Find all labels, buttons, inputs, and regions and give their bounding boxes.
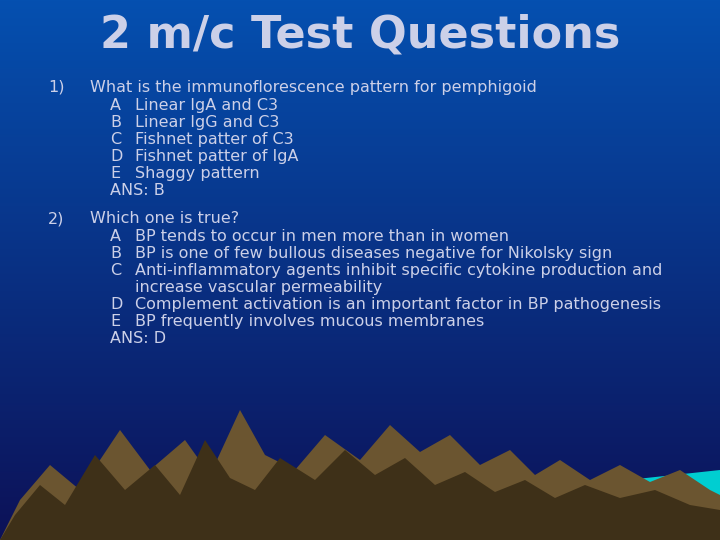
Text: A: A xyxy=(110,98,121,113)
Text: ANS: B: ANS: B xyxy=(110,183,165,198)
Text: Fishnet patter of IgA: Fishnet patter of IgA xyxy=(135,149,299,164)
Text: ANS: D: ANS: D xyxy=(110,331,166,346)
Text: Complement activation is an important factor in BP pathogenesis: Complement activation is an important fa… xyxy=(135,297,661,312)
Text: B: B xyxy=(110,115,121,130)
Polygon shape xyxy=(0,440,720,540)
Text: Fishnet patter of C3: Fishnet patter of C3 xyxy=(135,132,294,147)
Text: BP is one of few bullous diseases negative for Nikolsky sign: BP is one of few bullous diseases negati… xyxy=(135,246,612,261)
Text: Shaggy pattern: Shaggy pattern xyxy=(135,166,260,181)
Text: What is the immunoflorescence pattern for pemphigoid: What is the immunoflorescence pattern fo… xyxy=(90,80,537,95)
Text: B: B xyxy=(110,246,121,261)
Text: 2 m/c Test Questions: 2 m/c Test Questions xyxy=(100,14,620,57)
Polygon shape xyxy=(0,410,720,540)
Text: D: D xyxy=(110,297,122,312)
Text: 2): 2) xyxy=(48,211,64,226)
Text: Linear IgG and C3: Linear IgG and C3 xyxy=(135,115,279,130)
Text: 1): 1) xyxy=(48,80,65,95)
Text: BP frequently involves mucous membranes: BP frequently involves mucous membranes xyxy=(135,314,485,329)
Text: C: C xyxy=(110,263,121,278)
Text: D: D xyxy=(110,149,122,164)
Text: E: E xyxy=(110,314,120,329)
Text: E: E xyxy=(110,166,120,181)
Text: BP tends to occur in men more than in women: BP tends to occur in men more than in wo… xyxy=(135,229,509,244)
Text: A: A xyxy=(110,229,121,244)
Text: increase vascular permeability: increase vascular permeability xyxy=(135,280,382,295)
Text: Which one is true?: Which one is true? xyxy=(90,211,239,226)
Text: Anti-inflammatory agents inhibit specific cytokine production and: Anti-inflammatory agents inhibit specifi… xyxy=(135,263,662,278)
Polygon shape xyxy=(350,470,720,540)
Text: Linear IgA and C3: Linear IgA and C3 xyxy=(135,98,278,113)
Text: C: C xyxy=(110,132,121,147)
